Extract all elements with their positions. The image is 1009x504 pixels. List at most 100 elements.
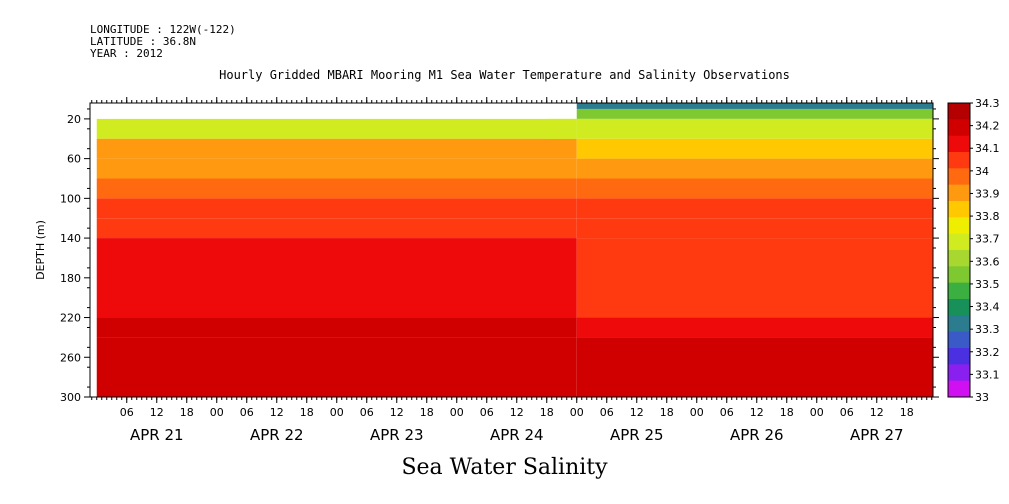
y-tick-label: 220 [60, 312, 81, 325]
x-hour-label: 12 [510, 406, 524, 419]
y-axis-title: DEPTH (m) [34, 220, 47, 280]
y-tick-label: 60 [67, 153, 81, 166]
colorbar-label: 33 [975, 391, 989, 404]
colorbar-frame [947, 102, 971, 398]
heatmap-band-post [576, 178, 933, 199]
colorbar-swatch [948, 168, 970, 186]
heatmap-band-post [576, 158, 933, 179]
x-hour-label: 18 [300, 406, 314, 419]
colorbar-label: 33.7 [975, 233, 1000, 246]
heatmap-band-post [576, 118, 933, 139]
colorbar-swatch [948, 119, 970, 137]
x-hour-label: 12 [630, 406, 644, 419]
x-hour-label: 00 [690, 406, 704, 419]
x-hour-label: 06 [840, 406, 854, 419]
heatmap-band-pre [96, 198, 577, 219]
x-hour-label: 18 [660, 406, 674, 419]
y-tick-label: 100 [60, 192, 81, 205]
y-tick-label: 180 [60, 272, 81, 285]
colorbar-swatch [948, 103, 970, 120]
latitude-label: LATITUDE : 36.8N [90, 35, 196, 48]
y-tick-label: 140 [60, 232, 81, 245]
heatmap-band-pre [96, 218, 577, 239]
y-tick-label: 300 [60, 391, 81, 404]
x-hour-label: 12 [870, 406, 884, 419]
heatmap-band-post [576, 238, 933, 318]
y-tick-label: 20 [67, 113, 81, 126]
colorbar-swatch [948, 217, 970, 235]
colorbar-label: 33.2 [975, 346, 1000, 359]
colorbar-label: 33.6 [975, 255, 1000, 268]
heatmap-band-post [576, 317, 933, 338]
colorbar-swatch [948, 250, 970, 267]
x-date-label: APR 22 [250, 426, 304, 444]
x-hour-label: 06 [720, 406, 734, 419]
colorbar-swatch [948, 152, 970, 169]
heatmap-band-pre [96, 118, 577, 139]
heatmap-band-pre [96, 138, 577, 159]
colorbar-swatch [948, 282, 970, 300]
x-hour-label: 12 [390, 406, 404, 419]
colorbar-label: 34.3 [975, 97, 1000, 110]
heatmap-band-pre [96, 158, 577, 179]
colorbar-label: 33.3 [975, 323, 1000, 336]
heatmap-band-pre [96, 238, 577, 318]
heatmap-band-post [576, 198, 933, 219]
x-date-label: APR 25 [610, 426, 664, 444]
x-hour-label: 00 [810, 406, 824, 419]
colorbar-swatch [948, 266, 970, 284]
colorbar-swatch [948, 184, 970, 202]
colorbar-swatch [948, 331, 970, 349]
x-hour-label: 00 [570, 406, 584, 419]
x-date-label: APR 26 [730, 426, 784, 444]
x-hour-label: 00 [450, 406, 464, 419]
x-hour-label: 06 [360, 406, 374, 419]
colorbar-label: 33.8 [975, 210, 1000, 223]
x-date-label: APR 23 [370, 426, 424, 444]
heatmap-band-post [576, 218, 933, 239]
colorbar-label: 33.5 [975, 278, 1000, 291]
colorbar-swatch [948, 380, 970, 398]
colorbar-label: 34.1 [975, 142, 1000, 155]
heatmap-band-pre [96, 317, 577, 338]
x-hour-label: 12 [750, 406, 764, 419]
x-hour-label: 06 [120, 406, 134, 419]
y-tick-label: 260 [60, 351, 81, 364]
heatmap-band-post [576, 108, 933, 119]
x-hour-label: 00 [330, 406, 344, 419]
year-label: YEAR : 2012 [90, 47, 163, 60]
x-hour-label: 18 [180, 406, 194, 419]
x-date-label: APR 21 [130, 426, 184, 444]
colorbar-swatch [948, 315, 970, 333]
x-hour-label: 18 [900, 406, 914, 419]
heatmap-band-post [576, 103, 933, 109]
colorbar-label: 33.1 [975, 368, 1000, 381]
colorbar-swatch [948, 364, 970, 382]
x-date-label: APR 24 [490, 426, 544, 444]
x-hour-label: 12 [150, 406, 164, 419]
colorbar-swatch [948, 299, 970, 316]
colorbar-label: 33.9 [975, 187, 1000, 200]
x-hour-label: 18 [540, 406, 554, 419]
x-hour-label: 18 [780, 406, 794, 419]
x-hour-label: 00 [210, 406, 224, 419]
x-hour-label: 18 [420, 406, 434, 419]
x-hour-label: 06 [600, 406, 614, 419]
x-hour-label: 12 [270, 406, 284, 419]
header-metadata: LONGITUDE : 122W(-122) LATITUDE : 36.8N … [90, 24, 236, 60]
heatmap-band-post [576, 138, 933, 159]
x-axis-title: Sea Water Salinity [401, 455, 608, 480]
heatmap-band-pre [546, 118, 577, 139]
colorbar-swatch [948, 135, 970, 153]
x-hour-label: 06 [480, 406, 494, 419]
x-date-label: APR 27 [850, 426, 904, 444]
heatmap-band-pre [96, 337, 577, 397]
colorbar-swatch [948, 201, 970, 218]
colorbar-label: 34.2 [975, 120, 1000, 133]
longitude-label: LONGITUDE : 122W(-122) [90, 23, 236, 36]
heatmap-cells [96, 103, 933, 397]
x-hour-label: 06 [240, 406, 254, 419]
heatmap-band-post [576, 337, 933, 397]
colorbar-label: 33.4 [975, 301, 1000, 314]
